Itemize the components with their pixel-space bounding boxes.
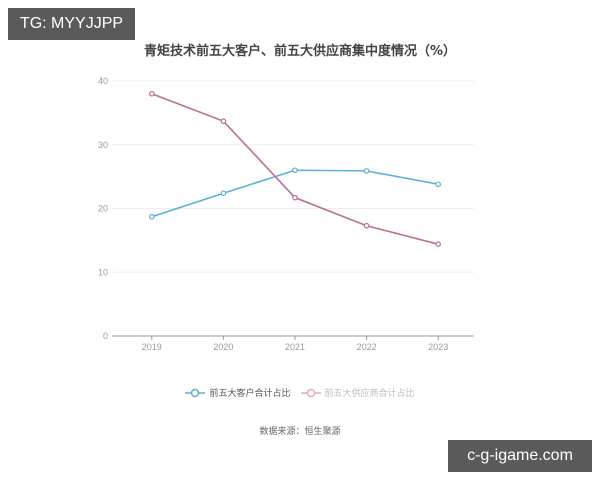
svg-text:20: 20 xyxy=(98,204,108,214)
svg-text:2020: 2020 xyxy=(213,342,233,352)
svg-text:2019: 2019 xyxy=(142,342,162,352)
svg-text:10: 10 xyxy=(98,267,108,277)
legend-label-customer: 前五大客户合计占比 xyxy=(209,389,291,399)
svg-text:2023: 2023 xyxy=(428,342,448,352)
data-source-note: 数据来源：恒生聚源 xyxy=(259,427,341,437)
legend-line-circle-icon xyxy=(185,388,206,397)
legend-item-supplier[interactable]: 前五大供应商合计占比 xyxy=(300,386,415,399)
svg-text:30: 30 xyxy=(98,140,108,150)
legend-line-circle-icon xyxy=(300,388,321,397)
chart-title: 青矩技术前五大客户、前五大供应商集中度情况（%） xyxy=(143,44,457,59)
watermark-top-left: TG: MYYJJPP xyxy=(8,8,135,40)
watermark-bottom-right: c-g-igame.com xyxy=(448,440,592,472)
legend: 前五大客户合计占比 前五大供应商合计占比 xyxy=(0,386,600,399)
data-series xyxy=(149,90,442,248)
x-axis: 2019 2020 2021 2022 2023 xyxy=(116,335,474,352)
svg-text:40: 40 xyxy=(98,76,108,86)
svg-text:2022: 2022 xyxy=(357,342,377,352)
svg-text:2021: 2021 xyxy=(285,342,305,352)
legend-item-customer[interactable]: 前五大客户合计占比 xyxy=(185,386,291,399)
y-axis-ticks: 0 10 20 30 40 xyxy=(98,76,116,341)
gridlines xyxy=(116,80,474,273)
legend-label-supplier: 前五大供应商合计占比 xyxy=(324,389,415,399)
svg-text:0: 0 xyxy=(103,331,108,341)
